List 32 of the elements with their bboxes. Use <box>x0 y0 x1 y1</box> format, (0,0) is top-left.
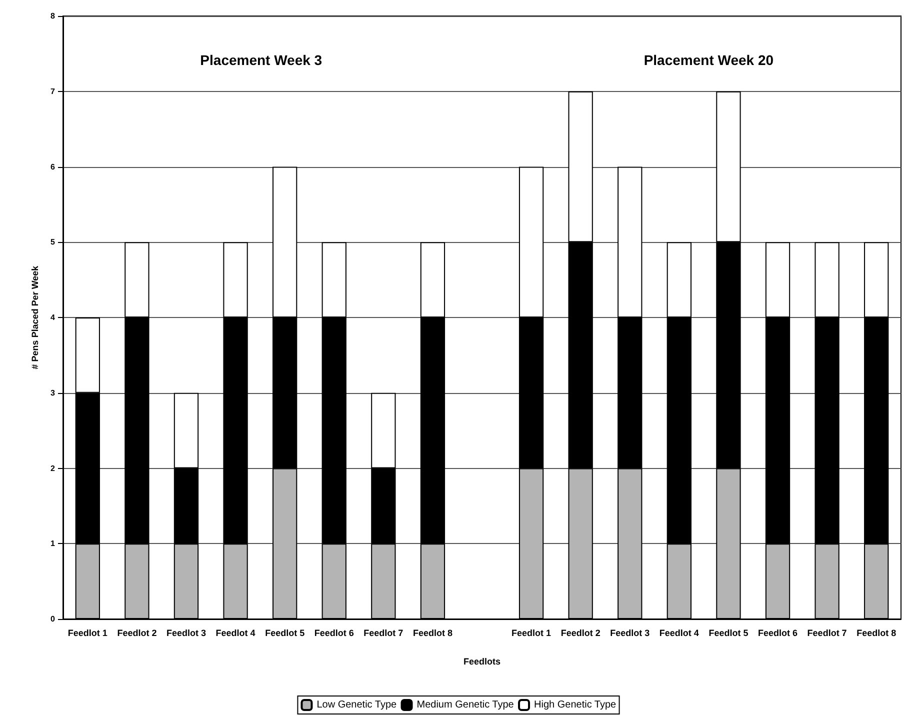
y-tick-label: 2 <box>50 464 56 473</box>
x-tick-label: Feedlot 3 <box>166 628 206 638</box>
y-axis-title: # Pens Placed Per Week <box>30 264 40 370</box>
legend-label: High Genetic Type <box>534 700 617 710</box>
x-tick-label: Feedlot 4 <box>216 628 256 638</box>
y-tick-label: 4 <box>50 313 56 322</box>
x-tick-label: Feedlot 2 <box>560 628 600 638</box>
legend-label: Low Genetic Type <box>316 700 398 710</box>
legend-label: Medium Genetic Type <box>416 700 514 710</box>
x-tick-label: Feedlot 5 <box>708 628 748 638</box>
annotation: Placement Week 3 <box>200 52 322 68</box>
x-tick-label: Feedlot 6 <box>758 628 798 638</box>
x-tick-label: Feedlot 8 <box>856 628 896 638</box>
x-tick-label: Feedlot 1 <box>68 628 108 638</box>
x-tick-label: Feedlot 5 <box>265 628 305 638</box>
x-tick-label: Feedlot 4 <box>659 628 699 638</box>
x-tick-label: Feedlot 2 <box>117 628 157 638</box>
y-tick-label: 7 <box>50 86 56 96</box>
x-tick-label: Feedlot 7 <box>807 628 847 638</box>
x-axis-title: Feedlots <box>463 656 501 666</box>
y-tick-label: 6 <box>50 162 56 172</box>
annotation: Placement Week 20 <box>644 52 774 68</box>
x-tick-label: Feedlot 1 <box>512 628 552 638</box>
y-tick-label: 5 <box>50 238 56 247</box>
x-tick-label: Feedlot 3 <box>610 628 650 638</box>
x-tick-label: Feedlot 8 <box>412 628 452 638</box>
y-tick-label: 1 <box>50 539 56 548</box>
x-tick-label: Feedlot 7 <box>364 628 404 638</box>
y-tick-label: 0 <box>50 614 56 624</box>
x-tick-label: Feedlot 6 <box>314 628 354 638</box>
y-tick-label: 8 <box>50 12 56 20</box>
y-tick-label: 3 <box>50 388 56 398</box>
